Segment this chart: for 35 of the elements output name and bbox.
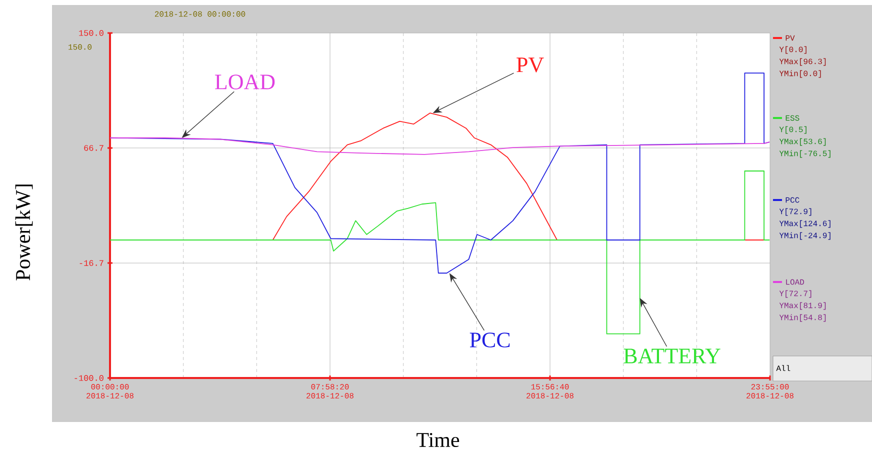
- text: Y[0.5]: [779, 126, 806, 134]
- text: 150.0: [68, 44, 92, 50]
- text: YMin[54.8]: [779, 314, 826, 322]
- line-series: [110, 137, 770, 155]
- y-tick-label: 66.7: [84, 145, 104, 151]
- annotation: LOAD: [215, 74, 275, 90]
- legend-label: LOAD: [786, 279, 804, 285]
- x-tick-label: 15:56:40 2018-12-08: [526, 384, 574, 398]
- text: Y[72.9]: [779, 208, 812, 216]
- legend-label: PV: [786, 35, 795, 41]
- annotation: BATTERY: [624, 348, 720, 364]
- y-axis-title: Power[kW]: [15, 184, 33, 280]
- x-tick-label: 23:55:00 2018-12-08: [746, 384, 794, 398]
- y-tick-label: -16.7: [80, 260, 104, 266]
- text: All: [776, 365, 790, 371]
- text: Y[72.7]: [779, 290, 812, 298]
- text: 2018-12-08 00:00:00: [154, 11, 246, 17]
- text: YMin[0.0]: [779, 70, 821, 78]
- y-tick-label: 150.0: [79, 30, 104, 36]
- x-tick-label: 00:00:00 2018-12-08: [86, 384, 134, 398]
- legend-label: PCC: [786, 197, 800, 203]
- line-series: [110, 170, 770, 334]
- legend-label: ESS: [786, 115, 800, 121]
- y-tick-label: -100.0: [74, 375, 104, 381]
- text: Y[0.0]: [779, 46, 806, 54]
- text: YMin[-24.9]: [779, 232, 830, 240]
- annotation: PV: [516, 58, 544, 72]
- text: YMax[96.3]: [779, 58, 826, 66]
- text: YMin[-76.5]: [779, 150, 830, 158]
- x-tick-label: 07:58:20 2018-12-08: [306, 384, 354, 398]
- text: YMax[124.6]: [779, 220, 830, 228]
- x-axis-title: Time: [416, 432, 460, 448]
- text: YMax[81.9]: [779, 302, 826, 310]
- annotation: PCC: [470, 332, 510, 348]
- text: YMax[53.6]: [779, 138, 826, 146]
